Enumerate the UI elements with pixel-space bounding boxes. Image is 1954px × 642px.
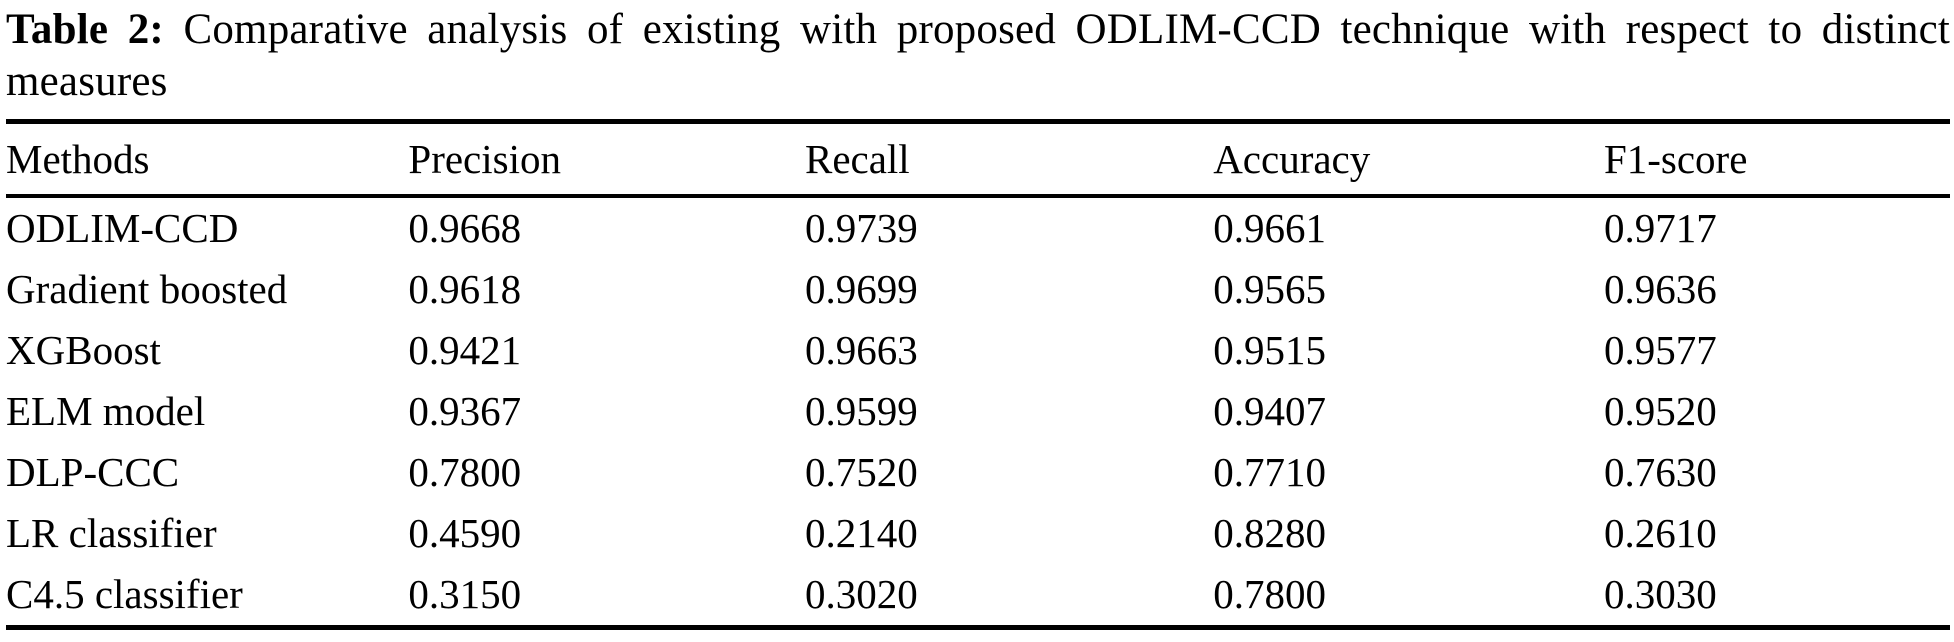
table-caption-text: Comparative analysis of existing with pr… [6,6,1950,106]
value-cell: 0.9599 [804,388,918,435]
value-cell: 0.7800 [408,449,522,496]
method-cell: Gradient boosted [6,266,288,313]
value-cell: 0.9663 [804,327,918,374]
table-caption-label: Table 2: [6,6,164,53]
method-cell: ELM model [6,388,206,435]
method-cell: DLP-CCC [6,449,180,496]
table-row-odlim-ccd: ODLIM-CCD 0.9668 0.9739 0.9661 0.9717 [6,196,1950,259]
value-cell: 0.3020 [804,571,918,618]
table-row-dlp-ccc: DLP-CCC 0.7800 0.7520 0.7710 0.7630 [6,442,1950,503]
value-cell: 0.9421 [408,327,522,374]
value-cell: 0.8280 [1213,510,1326,557]
value-cell: 0.9636 [1603,266,1717,313]
table-row-gradient-boosted: Gradient boosted 0.9618 0.9699 0.9565 0.… [6,259,1950,320]
value-cell: 0.9515 [1213,327,1326,374]
value-cell: 0.9699 [804,266,918,313]
value-cell: 0.4590 [408,510,522,557]
value-cell: 0.3030 [1603,571,1717,618]
column-header-recall: Recall [804,121,1214,198]
column-header-accuracy: Accuracy [1213,121,1604,198]
value-cell: 0.9577 [1603,327,1717,374]
column-header-f1score: F1-score [1603,121,1950,198]
value-cell: 0.9661 [1213,205,1326,252]
column-header-methods: Methods [6,121,409,198]
table-row-elm-model: ELM model 0.9367 0.9599 0.9407 0.9520 [6,381,1950,442]
value-cell: 0.3150 [408,571,522,618]
method-cell: C4.5 classifier [6,571,243,618]
table-body: ODLIM-CCD 0.9668 0.9739 0.9661 0.9717 Gr… [6,196,1950,628]
value-cell: 0.9739 [804,205,918,252]
method-cell: LR classifier [6,510,217,557]
results-table: Methods Precision Recall Accuracy F1-sco… [6,118,1950,630]
value-cell: 0.9618 [408,266,522,313]
table-row-lr-classifier: LR classifier 0.4590 0.2140 0.8280 0.261… [6,503,1950,564]
value-cell: 0.2610 [1603,510,1717,557]
method-cell: XGBoost [6,327,161,374]
value-cell: 0.7800 [1213,571,1326,618]
table-row-c45-classifier: C4.5 classifier 0.3150 0.3020 0.7800 0.3… [6,564,1950,628]
header-row: Methods Precision Recall Accuracy F1-sco… [6,121,1950,198]
value-cell: 0.9407 [1213,388,1326,435]
value-cell: 0.7710 [1213,449,1326,496]
value-cell: 0.9717 [1603,205,1717,252]
value-cell: 0.9668 [408,205,522,252]
value-cell: 0.9565 [1213,266,1326,313]
value-cell: 0.9520 [1603,388,1717,435]
method-cell: ODLIM-CCD [6,205,239,252]
value-cell: 0.2140 [804,510,918,557]
table-row-xgboost: XGBoost 0.9421 0.9663 0.9515 0.9577 [6,320,1950,381]
column-header-precision: Precision [408,121,805,198]
table-header: Methods Precision Recall Accuracy F1-sco… [6,121,1950,198]
value-cell: 0.7630 [1603,449,1717,496]
value-cell: 0.7520 [804,449,918,496]
table-caption: Table 2: Comparative analysis of existin… [6,4,1950,109]
value-cell: 0.9367 [408,388,522,435]
